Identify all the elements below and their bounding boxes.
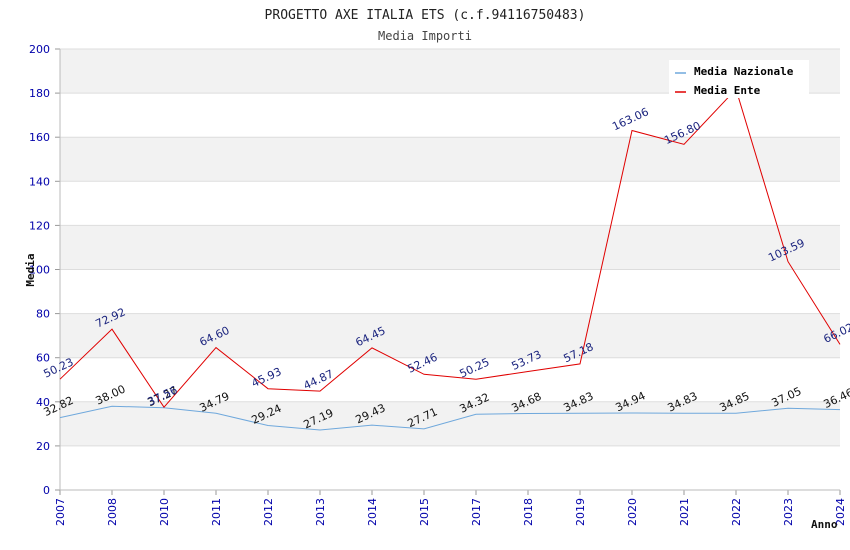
legend: Media Nazionale Media Ente — [669, 60, 809, 98]
x-tick-label: 2020 — [626, 498, 639, 526]
background-band — [60, 225, 840, 270]
y-tick-label: 200 — [29, 43, 50, 56]
y-tick-label: 0 — [43, 484, 50, 497]
x-tick-label: 2007 — [54, 498, 67, 526]
y-tick-label: 140 — [29, 175, 50, 188]
legend-box — [669, 60, 809, 98]
chart-title: PROGETTO AXE ITALIA ETS (c.f.94116750483… — [265, 8, 586, 23]
y-tick-label: 80 — [36, 308, 50, 321]
data-label-ente: 163.06 — [610, 105, 650, 133]
y-tick-label: 60 — [36, 352, 50, 365]
data-label-ente: 44.87 — [301, 367, 335, 392]
y-tick-label: 120 — [29, 219, 50, 232]
x-tick-label: 2015 — [418, 498, 431, 526]
y-tick-label: 160 — [29, 131, 50, 144]
chart-subtitle: Media Importi — [378, 29, 472, 43]
series-line-ente — [59, 88, 841, 409]
x-axis-label: Anno — [811, 518, 838, 531]
x-tick-label: 2017 — [470, 498, 483, 526]
series-line-national — [59, 405, 841, 431]
data-label-ente: 45.93 — [249, 365, 283, 390]
background-band — [60, 401, 840, 446]
data-label-ente: 50.25 — [457, 355, 491, 380]
x-tick-label: 2013 — [314, 498, 327, 526]
y-tick-label: 100 — [29, 264, 50, 277]
y-axis-ticks: 0 20 40 60 80 100 120 140 160 180 200 — [29, 43, 60, 497]
background-band — [60, 313, 840, 358]
x-tick-label: 2011 — [210, 498, 223, 526]
grid-lines — [60, 48, 840, 491]
x-tick-label: 2023 — [782, 498, 795, 526]
y-tick-label: 40 — [36, 396, 50, 409]
x-tick-label: 2008 — [106, 498, 119, 526]
x-tick-label: 2024 — [834, 498, 847, 526]
x-tick-label: 2012 — [262, 498, 275, 526]
x-tick-label: 2018 — [522, 498, 535, 526]
y-axis-label: Media — [24, 253, 37, 286]
x-axis-ticks: 2007 2008 2010 2011 2012 2013 2014 2015 2017 2018… — [54, 490, 847, 526]
x-tick-label: 2022 — [730, 498, 743, 526]
x-tick-label: 2021 — [678, 498, 691, 526]
x-tick-label: 2019 — [574, 498, 587, 526]
y-tick-label: 180 — [29, 87, 50, 100]
legend-label-media-ente: Media Ente — [694, 84, 761, 97]
x-tick-label: 2010 — [158, 498, 171, 526]
x-tick-label: 2014 — [366, 498, 379, 526]
background-band — [60, 137, 840, 182]
legend-label-media-nazionale: Media Nazionale — [694, 65, 794, 78]
background-bands — [60, 49, 840, 446]
series-group — [59, 88, 841, 431]
y-tick-label: 20 — [36, 440, 50, 453]
